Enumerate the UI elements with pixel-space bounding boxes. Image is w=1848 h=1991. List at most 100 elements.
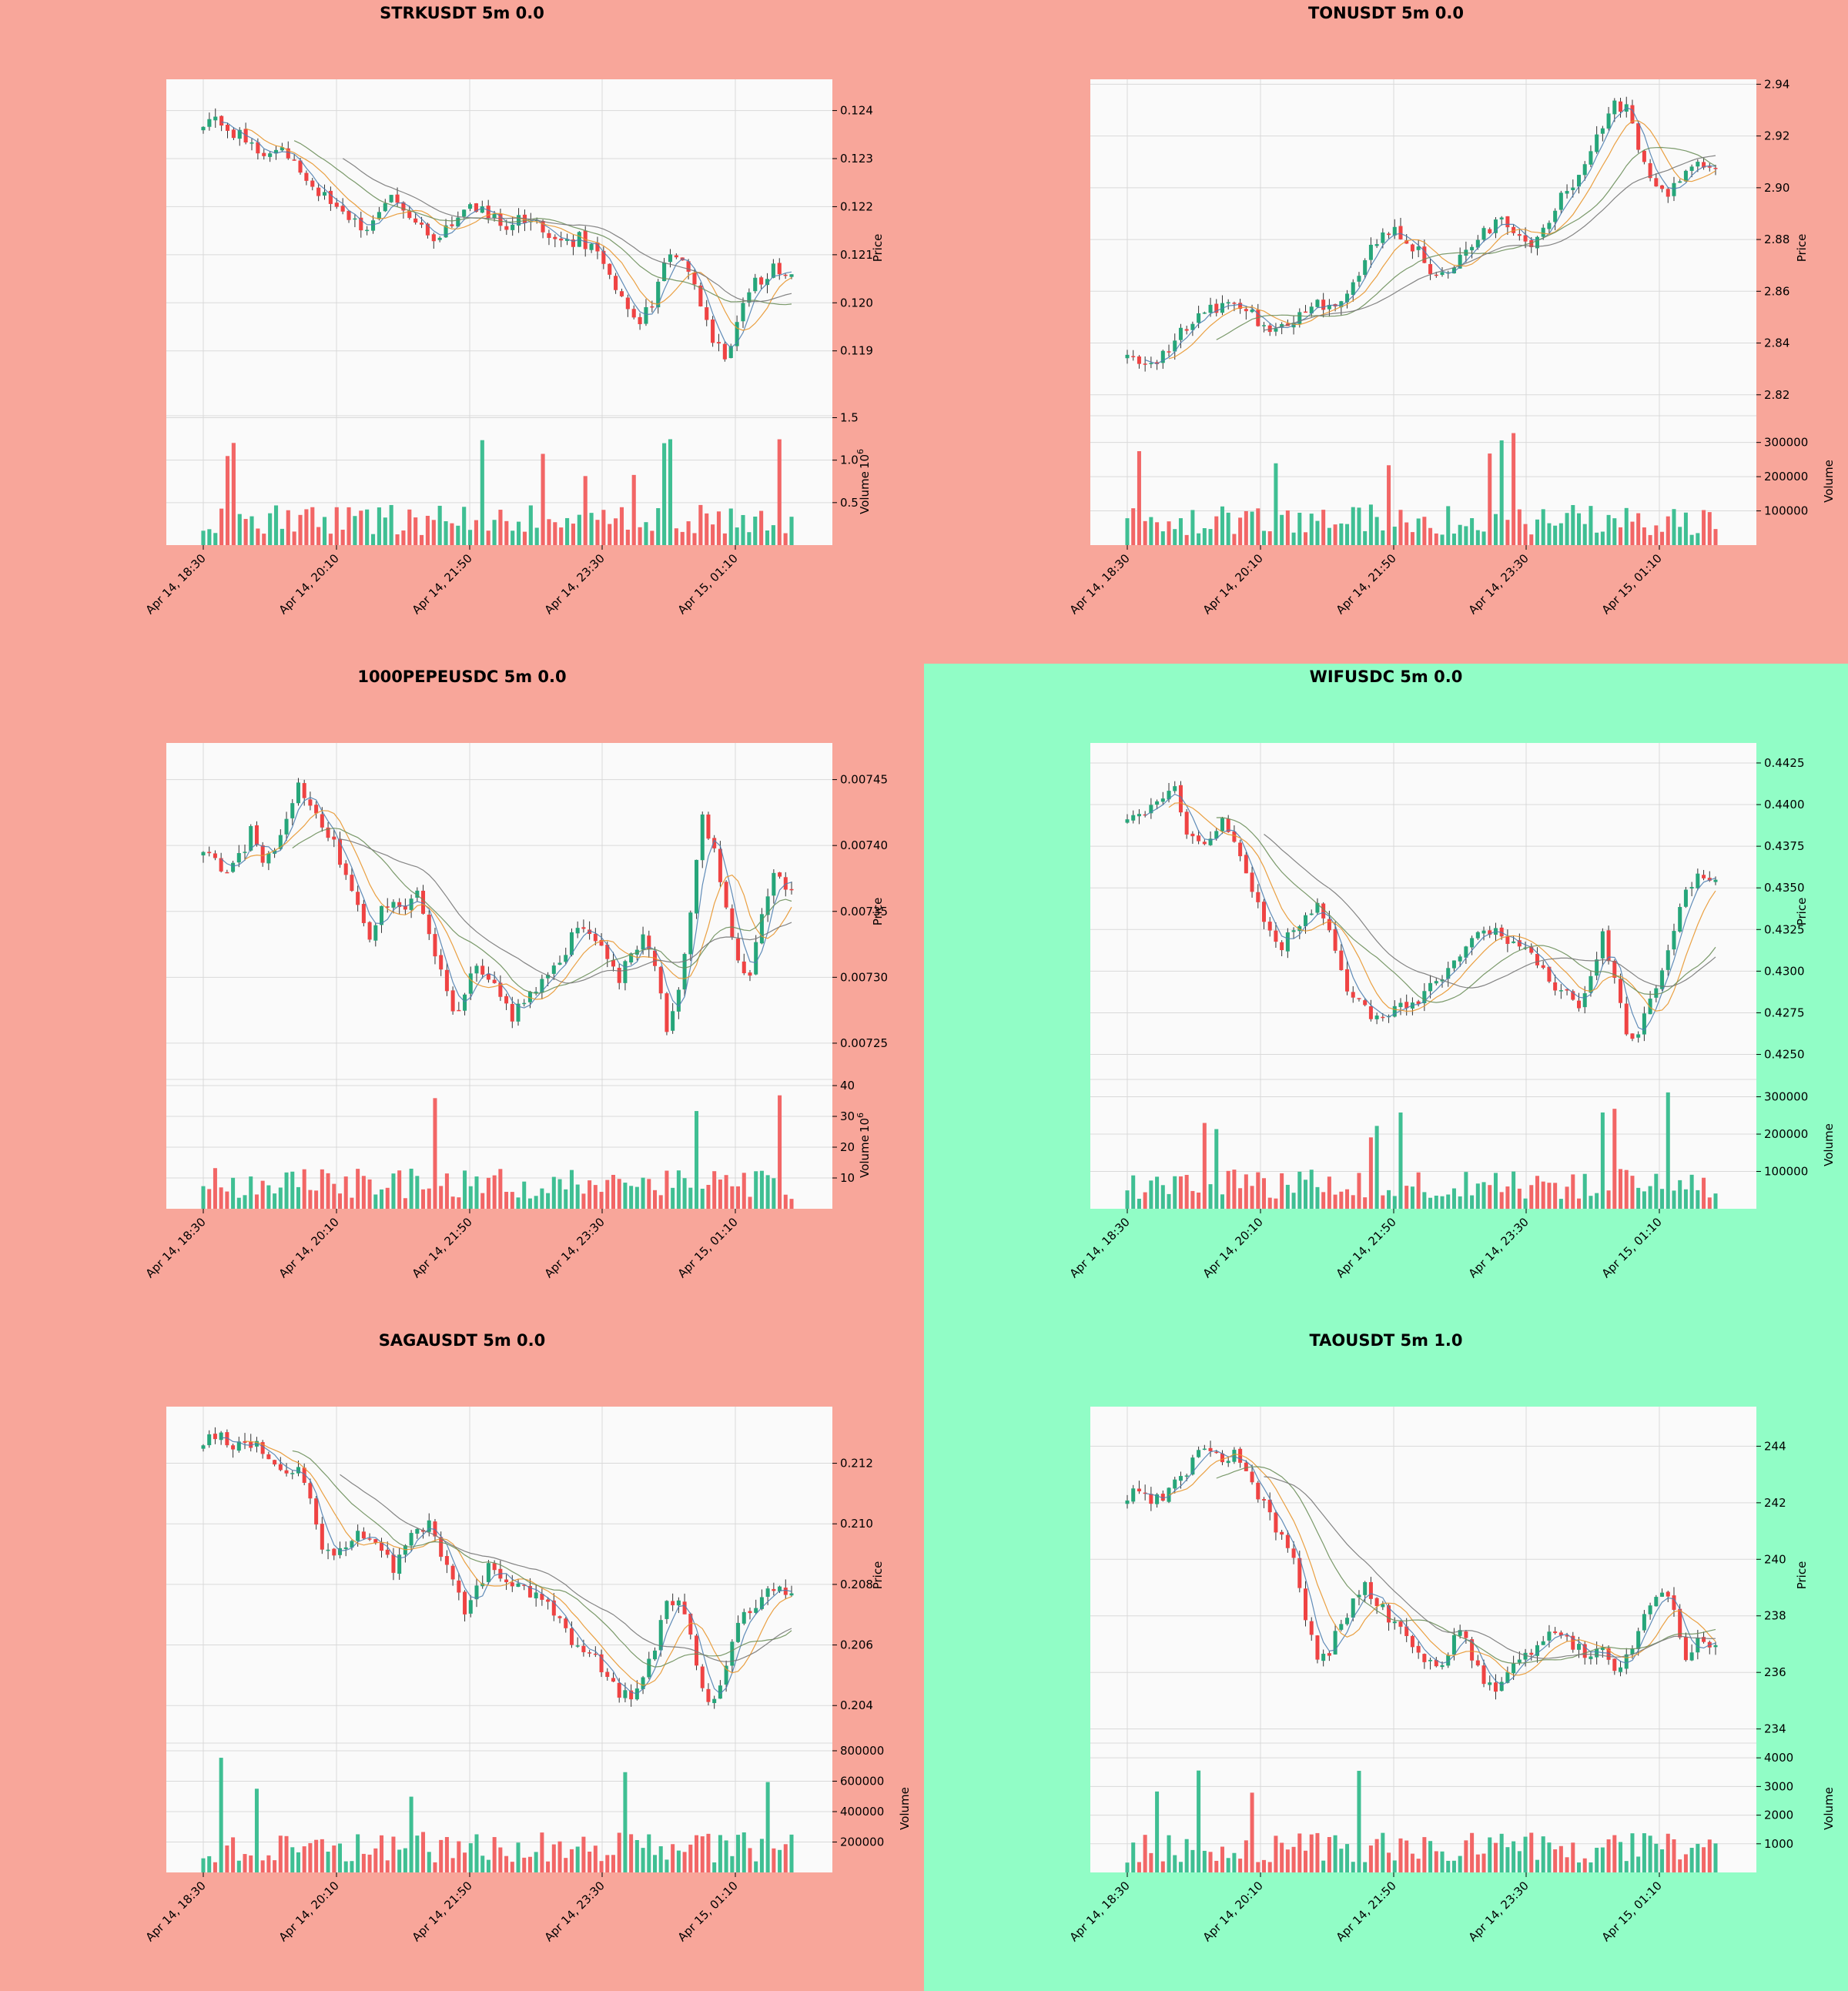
volume-bar: [391, 1836, 396, 1872]
candle-body: [1202, 312, 1207, 314]
candle-body: [1155, 362, 1160, 364]
candle-body: [284, 818, 289, 835]
volume-bar: [1357, 507, 1361, 545]
candle-body: [249, 142, 254, 144]
volume-bar: [1696, 1190, 1700, 1209]
candle-body: [1582, 993, 1587, 1008]
price-tick-label: 238: [1764, 1609, 1786, 1623]
volume-bar: [1565, 1857, 1569, 1872]
price-tick-label: 0.120: [840, 296, 873, 310]
volume-bar: [350, 1197, 354, 1209]
volume-exponent: 106: [855, 449, 872, 469]
moving-average-line: [220, 797, 792, 1009]
chart-panel-tonusdt: TONUSDT 5m 0.0 2.94 2.92 2.90 2.88 2.86 2.84 2.…: [924, 0, 1848, 664]
candle-body: [1558, 990, 1563, 992]
volume-bar: [1696, 1843, 1700, 1872]
candle-body: [1630, 1648, 1635, 1655]
candle-body: [1368, 1006, 1373, 1019]
candle-body: [1125, 819, 1130, 823]
candle-body: [1553, 210, 1558, 223]
candle-body: [1458, 1630, 1462, 1636]
volume-bar: [1345, 1844, 1350, 1872]
volume-bar: [1517, 509, 1522, 545]
volume-bar: [1589, 1196, 1593, 1209]
candle-body: [380, 1542, 384, 1551]
candle-body: [356, 1531, 360, 1541]
volume-bar: [706, 1833, 711, 1872]
candle-body: [407, 210, 412, 219]
candle-body: [1190, 833, 1195, 837]
volume-bar: [1713, 1193, 1718, 1209]
volume-bar: [1529, 1832, 1534, 1872]
price-tick-label: 240: [1764, 1552, 1786, 1566]
candle-body: [1672, 931, 1676, 950]
candle-body: [595, 243, 600, 252]
volume-bar: [1304, 532, 1308, 545]
candle-body: [1654, 988, 1659, 998]
candle-body: [1197, 1450, 1201, 1457]
candle-body: [367, 1538, 372, 1540]
candle-body: [1149, 363, 1153, 365]
candle-body: [273, 149, 279, 154]
candle-body: [638, 316, 642, 325]
volume-bar: [1226, 1170, 1230, 1209]
volume-bar: [706, 1184, 711, 1209]
volume-bar: [296, 1852, 300, 1872]
candle-body: [747, 292, 752, 303]
candle-body: [1619, 1667, 1623, 1672]
candle-body: [1267, 325, 1272, 333]
candle-body: [1381, 232, 1385, 243]
candle-body: [1226, 818, 1230, 832]
candle-body: [1582, 1644, 1587, 1658]
candle-body: [343, 1547, 348, 1549]
volume-bar: [510, 1862, 514, 1872]
candle-body: [328, 190, 333, 204]
volume-bar: [1660, 1189, 1665, 1209]
candle-body: [671, 1601, 675, 1605]
volume-bar: [1660, 531, 1665, 545]
candle-body: [1619, 101, 1623, 112]
candle-body: [332, 836, 336, 840]
volume-bar: [534, 527, 539, 545]
volume-bar: [377, 507, 381, 545]
volume-bar: [1517, 1851, 1522, 1872]
candle-body: [700, 814, 705, 861]
candle-body: [564, 955, 568, 962]
candle-body: [1576, 1000, 1582, 1009]
volume-bar: [1345, 1189, 1350, 1209]
volume-bar: [207, 1855, 212, 1872]
candle-body: [1488, 1682, 1492, 1685]
candle-body: [1565, 191, 1569, 194]
volume-bar: [1689, 1174, 1694, 1209]
candle-body: [1304, 1588, 1308, 1621]
moving-average-line: [1144, 793, 1716, 1031]
volume-bar: [665, 1859, 669, 1872]
moving-average-line: [1168, 802, 1716, 1012]
candle-body: [1261, 325, 1267, 326]
volume-bar: [407, 509, 412, 545]
candle-body: [370, 220, 376, 231]
volume-bar: [1333, 524, 1337, 545]
volume-bar: [778, 1095, 782, 1209]
price-tick-label: 0.4425: [1764, 756, 1805, 770]
candle-body: [1636, 1631, 1641, 1649]
candle-body: [1131, 356, 1136, 358]
volume-bar: [1589, 506, 1593, 545]
volume-bar: [1595, 532, 1599, 545]
candle-body: [1149, 1494, 1153, 1504]
volume-bar: [705, 513, 709, 545]
candle-body: [1339, 1624, 1344, 1630]
candle-body: [1214, 303, 1219, 313]
moving-average-line: [293, 140, 792, 306]
volume-bar: [1600, 1847, 1605, 1872]
candle-body: [1660, 185, 1665, 189]
candle-body: [262, 152, 266, 156]
volume-bar: [1256, 1862, 1260, 1872]
candle-body: [581, 1645, 586, 1652]
volume-bar: [718, 1835, 722, 1872]
volume-bar: [1672, 509, 1676, 545]
volume-bar: [571, 524, 576, 545]
volume-bar: [614, 518, 618, 545]
volume-bar: [385, 1187, 390, 1209]
volume-bar: [1612, 518, 1617, 545]
